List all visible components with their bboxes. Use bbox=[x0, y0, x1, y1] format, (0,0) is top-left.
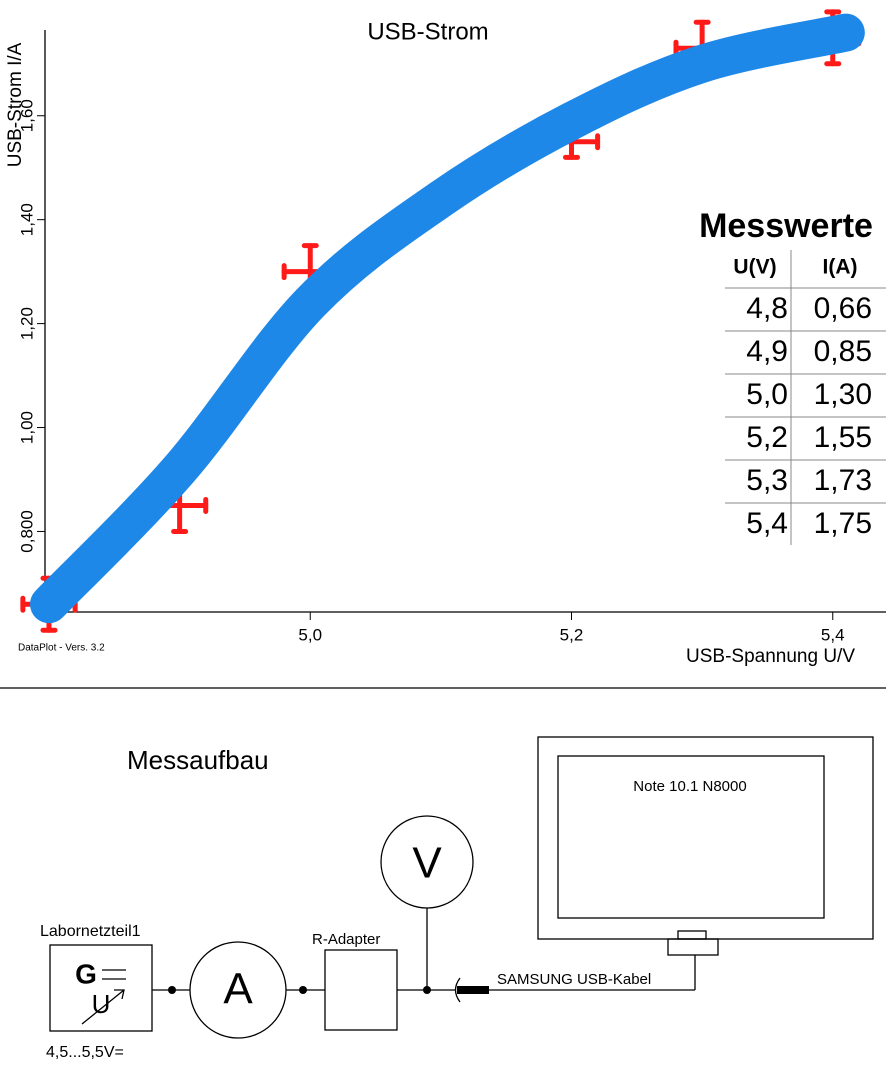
supply-symbol: U bbox=[92, 989, 111, 1019]
table-header: I(A) bbox=[823, 256, 858, 279]
table-cell: 1,55 bbox=[814, 421, 872, 454]
table-cell: 5,4 bbox=[746, 507, 788, 540]
adjust-arrow bbox=[81, 989, 125, 1025]
chart-title: USB-Strom bbox=[367, 18, 488, 45]
adapter-box bbox=[324, 949, 398, 1031]
junction bbox=[299, 986, 307, 994]
table-cell: 1,75 bbox=[814, 507, 872, 540]
y-tick-label: 0,800 bbox=[17, 510, 36, 553]
usb-port bbox=[677, 930, 707, 940]
table-cell: 0,85 bbox=[814, 335, 872, 368]
usb-port bbox=[667, 938, 719, 956]
supply-label: Labornetzteil1 bbox=[40, 923, 141, 940]
table: Messwerte U(V) I(A) 4,8 0,66 4,9 0,85 5,0 1,3… bbox=[699, 207, 886, 545]
supply-box bbox=[49, 944, 153, 1032]
table-cell: 4,8 bbox=[746, 292, 788, 325]
plug bbox=[454, 977, 461, 1003]
y-tick-label: 1,20 bbox=[17, 307, 36, 340]
table-title: Messwerte bbox=[699, 207, 873, 245]
y-axis-label: USB-Strom I/A bbox=[5, 42, 26, 167]
supply-symbol: G bbox=[75, 958, 97, 989]
y-tick-label: 1,00 bbox=[17, 411, 36, 444]
annotation: DataPlot - Vers. 3.2 bbox=[18, 643, 105, 654]
table-cell: 5,0 bbox=[746, 378, 788, 411]
table-cell: 1,73 bbox=[814, 464, 872, 497]
diagram: Messaufbau Labornetzteil1 G U 4,5...5,5V… bbox=[40, 736, 874, 1061]
junction bbox=[168, 986, 176, 994]
x-tick-label: 5,4 bbox=[821, 625, 845, 644]
x-tick-label: 5,2 bbox=[560, 625, 584, 644]
tablet-frame bbox=[537, 736, 874, 940]
adapter-label: R-Adapter bbox=[312, 931, 380, 948]
fit-curve bbox=[30, 13, 865, 624]
x-tick-label: 5,0 bbox=[298, 625, 322, 644]
table-cell: 5,2 bbox=[746, 421, 788, 454]
table-cell: 1,30 bbox=[814, 378, 872, 411]
plot bbox=[20, 9, 865, 633]
voltmeter bbox=[380, 815, 474, 909]
supply-range: 4,5...5,5V= bbox=[46, 1044, 124, 1061]
ammeter-label: A bbox=[223, 965, 253, 1014]
x-axis-label: USB-Spannung U/V bbox=[686, 646, 855, 667]
adjust-arrow bbox=[114, 989, 125, 1000]
table-cell: 5,3 bbox=[746, 464, 788, 497]
device-label: Note 10.1 N8000 bbox=[633, 778, 746, 795]
table-cell: 4,9 bbox=[746, 335, 788, 368]
y-tick-label: 1,40 bbox=[17, 203, 36, 236]
table-header: U(V) bbox=[733, 256, 776, 279]
tablet-screen bbox=[557, 755, 825, 919]
plug bbox=[457, 986, 489, 994]
table-cell: 0,66 bbox=[814, 292, 872, 325]
voltmeter-label: V bbox=[412, 839, 442, 888]
diagram-title: Messaufbau bbox=[127, 745, 269, 775]
y-tick-label: 1,60 bbox=[17, 99, 36, 132]
cable-label: SAMSUNG USB-Kabel bbox=[497, 971, 651, 988]
